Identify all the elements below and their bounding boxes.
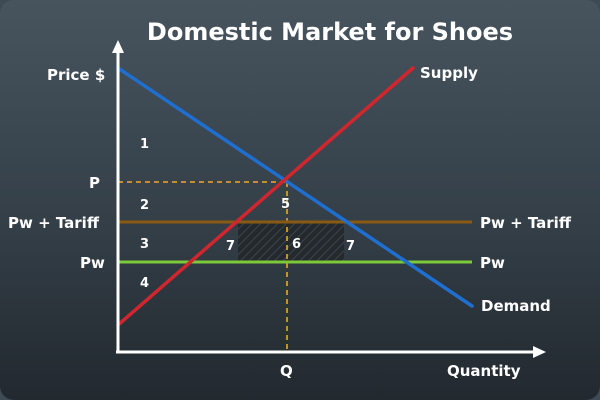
demand-label: Demand xyxy=(481,297,551,315)
area-6-shading xyxy=(238,222,344,262)
area-7-left-label: 7 xyxy=(226,239,235,254)
area-2-label: 2 xyxy=(140,198,149,213)
area-3-label: 3 xyxy=(140,237,149,252)
diagram-title: Domestic Market for Shoes xyxy=(147,18,513,46)
y-axis-label: Price $ xyxy=(47,66,105,84)
area-6-label: 6 xyxy=(292,237,301,252)
area-5-label: 5 xyxy=(281,197,290,212)
price-pw-tariff-label: Pw + Tariff xyxy=(8,214,100,232)
supply-curve xyxy=(116,66,415,327)
y-axis-arrow-icon xyxy=(112,40,124,53)
price-pw-label: Pw xyxy=(80,254,105,272)
area-7-right-label: 7 xyxy=(346,239,355,254)
area-4-label: 4 xyxy=(140,276,149,291)
area-1-label: 1 xyxy=(140,137,149,152)
price-p-label: P xyxy=(89,174,100,192)
pw-tariff-line-label: Pw + Tariff xyxy=(480,214,572,232)
pw-line-label: Pw xyxy=(480,254,505,272)
x-axis-label: Quantity xyxy=(447,362,521,380)
supply-label: Supply xyxy=(420,64,478,82)
x-axis-arrow-icon xyxy=(533,346,546,358)
quantity-q-label: Q xyxy=(280,362,293,380)
demand-curve xyxy=(116,66,474,308)
